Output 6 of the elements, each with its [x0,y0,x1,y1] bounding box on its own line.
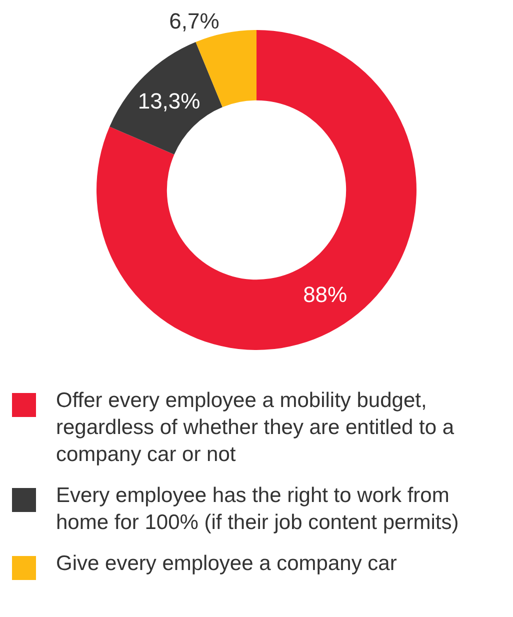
data-label: 6,7% [169,8,220,34]
legend-label: Every employee has the right to work from home for 100% (if their job content permits) [56,483,460,536]
legend-label: Offer every employee a mobility budget, regardless of whether they are entitled to a company car or not [56,388,456,468]
data-label: 88% [303,282,348,307]
legend-label: Give every employee a company car [56,551,398,577]
data-label: 13,3% [138,88,200,114]
